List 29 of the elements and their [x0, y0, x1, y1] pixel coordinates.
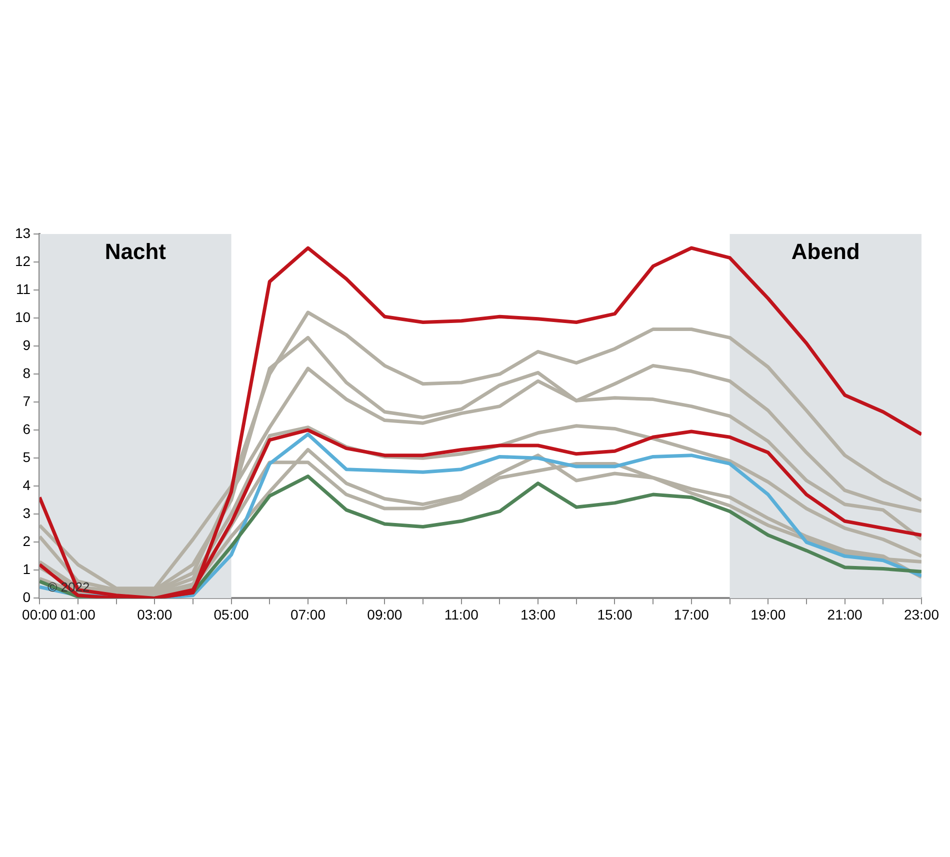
x-tick-label: 07:00 — [290, 606, 326, 622]
y-tick-label: 7 — [22, 392, 31, 409]
y-tick-label: 6 — [22, 420, 31, 437]
y-tick-label: 2 — [22, 533, 31, 550]
x-tick-label: 15:00 — [597, 606, 632, 622]
x-tick-label: 21:00 — [827, 606, 863, 622]
x-tick-label: 01:00 — [60, 606, 96, 622]
y-tick-label: 1 — [22, 561, 31, 578]
y-tick-label: 4 — [22, 477, 31, 493]
y-tick-label: 9 — [22, 336, 31, 353]
x-tick-label: 13:00 — [520, 606, 556, 622]
y-tick-label: 3 — [22, 505, 31, 522]
x-tick-label: 00:00 — [22, 606, 58, 622]
x-tick-label: 23:00 — [904, 606, 940, 622]
x-tick-label: 19:00 — [750, 606, 786, 622]
y-tick-label: 13 — [14, 224, 31, 241]
band-label: Abend — [791, 239, 860, 264]
y-tick-label: 8 — [22, 364, 31, 381]
band-label: Nacht — [104, 239, 167, 264]
y-tick-label: 5 — [22, 448, 31, 465]
x-tick-label: 11:00 — [444, 606, 479, 622]
y-tick-label: 10 — [14, 308, 31, 325]
y-tick-label: 0 — [22, 589, 31, 606]
y-tick-label: 12 — [14, 252, 31, 269]
x-tick-label: 03:00 — [137, 606, 172, 622]
x-tick-label: 05:00 — [214, 606, 250, 622]
x-tick-label: 09:00 — [367, 606, 402, 622]
y-tick-label: 11 — [16, 280, 31, 297]
x-tick-label: 17:00 — [674, 606, 710, 622]
